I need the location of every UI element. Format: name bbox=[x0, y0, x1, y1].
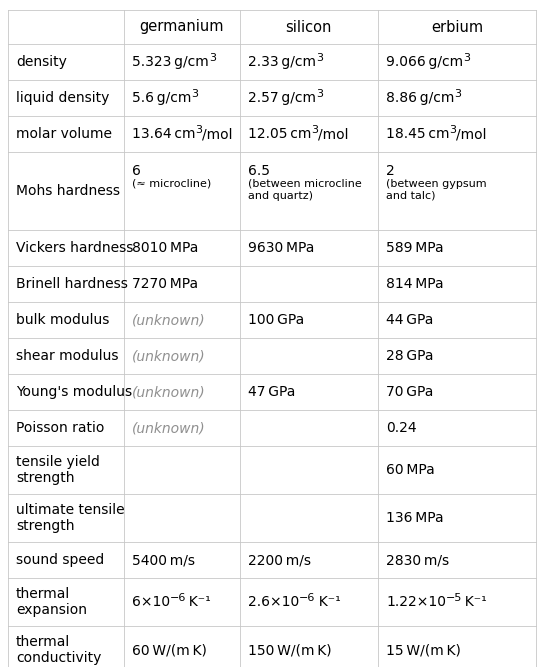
Text: (≈ microcline): (≈ microcline) bbox=[132, 179, 211, 189]
Text: 3: 3 bbox=[316, 89, 323, 99]
Text: erbium: erbium bbox=[431, 19, 483, 35]
Text: 60 MPa: 60 MPa bbox=[386, 463, 435, 477]
Text: 3: 3 bbox=[316, 53, 323, 63]
Text: 60 W/(m K): 60 W/(m K) bbox=[132, 643, 207, 657]
Text: K⁻¹: K⁻¹ bbox=[462, 595, 487, 609]
Text: 44 GPa: 44 GPa bbox=[386, 313, 434, 327]
Text: sound speed: sound speed bbox=[16, 553, 104, 567]
Text: 13.64 cm: 13.64 cm bbox=[132, 127, 195, 141]
Text: Young's modulus: Young's modulus bbox=[16, 385, 132, 399]
Text: 3: 3 bbox=[449, 125, 456, 135]
Text: molar volume: molar volume bbox=[16, 127, 112, 141]
Text: 814 MPa: 814 MPa bbox=[386, 277, 443, 291]
Text: 9630 MPa: 9630 MPa bbox=[248, 241, 314, 255]
Text: 2: 2 bbox=[386, 164, 395, 178]
Text: shear modulus: shear modulus bbox=[16, 349, 119, 363]
Text: Vickers hardness: Vickers hardness bbox=[16, 241, 133, 255]
Text: Brinell hardness: Brinell hardness bbox=[16, 277, 128, 291]
Text: 3: 3 bbox=[191, 89, 199, 99]
Text: 70 GPa: 70 GPa bbox=[386, 385, 434, 399]
Text: silicon: silicon bbox=[285, 19, 332, 35]
Text: 2.33 g/cm: 2.33 g/cm bbox=[248, 55, 316, 69]
Text: 150 W/(m K): 150 W/(m K) bbox=[248, 643, 332, 657]
Text: 12.05 cm: 12.05 cm bbox=[248, 127, 311, 141]
Text: 1.22×10: 1.22×10 bbox=[386, 595, 446, 609]
Text: ultimate tensile
strength: ultimate tensile strength bbox=[16, 503, 125, 533]
Text: 7270 MPa: 7270 MPa bbox=[132, 277, 198, 291]
Text: (unknown): (unknown) bbox=[132, 385, 206, 399]
Text: 2.57 g/cm: 2.57 g/cm bbox=[248, 91, 316, 105]
Text: 28 GPa: 28 GPa bbox=[386, 349, 434, 363]
Text: thermal
conductivity: thermal conductivity bbox=[16, 635, 101, 665]
Text: 2830 m/s: 2830 m/s bbox=[386, 553, 449, 567]
Text: (unknown): (unknown) bbox=[132, 349, 206, 363]
Text: 3: 3 bbox=[311, 125, 318, 135]
Text: 0.24: 0.24 bbox=[386, 421, 417, 435]
Text: 6.5: 6.5 bbox=[248, 164, 270, 178]
Text: liquid density: liquid density bbox=[16, 91, 109, 105]
Text: Poisson ratio: Poisson ratio bbox=[16, 421, 104, 435]
Text: 5400 m/s: 5400 m/s bbox=[132, 553, 195, 567]
Text: germanium: germanium bbox=[140, 19, 224, 35]
Text: (unknown): (unknown) bbox=[132, 313, 206, 327]
Text: (unknown): (unknown) bbox=[132, 421, 206, 435]
Text: 8.86 g/cm: 8.86 g/cm bbox=[386, 91, 454, 105]
Text: 18.45 cm: 18.45 cm bbox=[386, 127, 449, 141]
Text: 9.066 g/cm: 9.066 g/cm bbox=[386, 55, 463, 69]
Text: K⁻¹: K⁻¹ bbox=[187, 595, 211, 609]
Text: thermal
expansion: thermal expansion bbox=[16, 587, 87, 617]
Text: Mohs hardness: Mohs hardness bbox=[16, 184, 120, 198]
Text: 47 GPa: 47 GPa bbox=[248, 385, 295, 399]
Text: 6: 6 bbox=[132, 164, 141, 178]
Text: /mol: /mol bbox=[456, 127, 487, 141]
Text: 3: 3 bbox=[463, 53, 470, 63]
Text: 3: 3 bbox=[454, 89, 461, 99]
Text: 2.6×10: 2.6×10 bbox=[248, 595, 299, 609]
Text: 5.6 g/cm: 5.6 g/cm bbox=[132, 91, 191, 105]
Text: 5.323 g/cm: 5.323 g/cm bbox=[132, 55, 209, 69]
Text: (between microcline: (between microcline bbox=[248, 179, 362, 189]
Text: bulk modulus: bulk modulus bbox=[16, 313, 109, 327]
Text: −6: −6 bbox=[299, 593, 316, 603]
Text: 2200 m/s: 2200 m/s bbox=[248, 553, 311, 567]
Text: tensile yield
strength: tensile yield strength bbox=[16, 455, 100, 485]
Text: and talc): and talc) bbox=[386, 191, 436, 201]
Text: 15 W/(m K): 15 W/(m K) bbox=[386, 643, 461, 657]
Text: 136 MPa: 136 MPa bbox=[386, 511, 443, 525]
Text: 6×10: 6×10 bbox=[132, 595, 170, 609]
Text: /mol: /mol bbox=[202, 127, 233, 141]
Text: 100 GPa: 100 GPa bbox=[248, 313, 304, 327]
Text: and quartz): and quartz) bbox=[248, 191, 313, 201]
Text: 3: 3 bbox=[209, 53, 216, 63]
Text: 8010 MPa: 8010 MPa bbox=[132, 241, 199, 255]
Text: K⁻¹: K⁻¹ bbox=[316, 595, 341, 609]
Text: 3: 3 bbox=[195, 125, 202, 135]
Text: (between gypsum: (between gypsum bbox=[386, 179, 487, 189]
Text: density: density bbox=[16, 55, 67, 69]
Text: 589 MPa: 589 MPa bbox=[386, 241, 443, 255]
Text: /mol: /mol bbox=[318, 127, 349, 141]
Text: −5: −5 bbox=[446, 593, 462, 603]
Text: −6: −6 bbox=[170, 593, 187, 603]
